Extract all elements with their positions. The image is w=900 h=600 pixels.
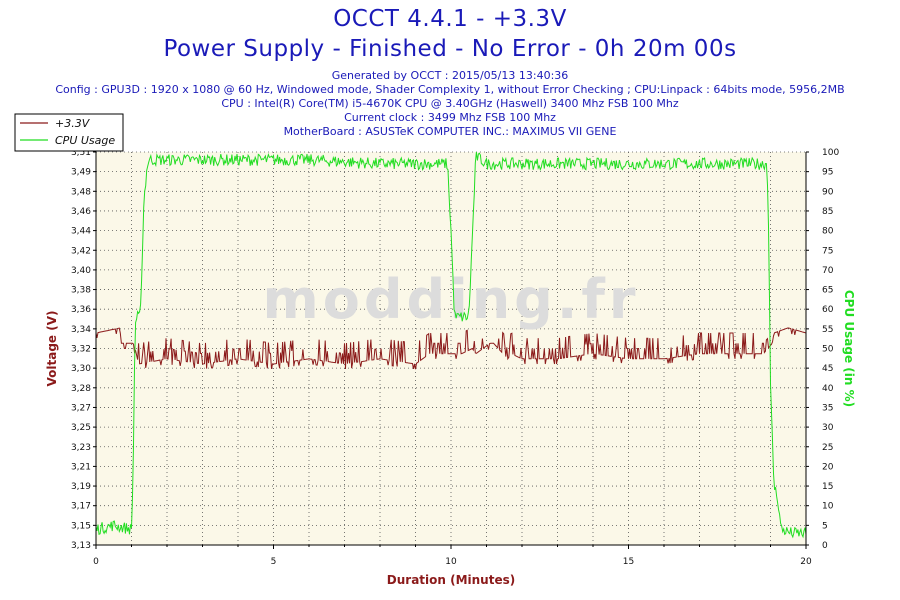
info-clock: Current clock : 3499 Mhz FSB 100 Mhz xyxy=(344,111,556,124)
legend-box xyxy=(14,113,124,152)
y-left-tick-label: 3,21 xyxy=(71,462,91,472)
legend: +3.3V CPU Usage xyxy=(14,113,124,152)
y-left-tick-label: 3,51 xyxy=(71,148,91,158)
y-left-tick-label: 3,13 xyxy=(71,541,91,551)
y-left-tick-label: 3,23 xyxy=(71,443,91,453)
y-right-tick-label: 90 xyxy=(822,187,834,197)
x-axis-title: Duration (Minutes) xyxy=(387,573,515,587)
y-right-tick-label: 10 xyxy=(822,502,834,512)
y-left-tick-label: 3,19 xyxy=(71,482,91,492)
info-generated: Generated by OCCT : 2015/05/13 13:40:36 xyxy=(331,69,569,82)
y-left-tick-label: 3,44 xyxy=(71,227,91,237)
x-tick-label: 0 xyxy=(93,557,99,567)
y-right-tick-label: 45 xyxy=(822,364,833,374)
y-right-tick-label: 5 xyxy=(822,521,828,531)
y-right-tick-label: 25 xyxy=(822,443,833,453)
x-tick-label: 20 xyxy=(800,557,812,567)
y-left-tick-label: 3,36 xyxy=(71,305,91,315)
y-left-tick-label: 3,32 xyxy=(71,345,91,355)
y-right-tick-label: 15 xyxy=(822,482,833,492)
y-right-tick-label: 85 xyxy=(822,207,833,217)
axes xyxy=(93,151,809,549)
x-tick-label: 15 xyxy=(623,557,634,567)
y-left-tick-label: 3,34 xyxy=(71,325,91,335)
y-left-tick-label: 3,49 xyxy=(71,168,91,178)
x-tick-label: 5 xyxy=(271,557,277,567)
series-voltage-line xyxy=(95,327,807,370)
y-right-tick-label: 100 xyxy=(822,148,839,158)
y-right-tick-label: 75 xyxy=(822,246,833,256)
info-motherboard: MotherBoard : ASUSTeK COMPUTER INC.: MAX… xyxy=(283,125,617,138)
y-axis-left-title: Voltage (V) xyxy=(45,311,59,387)
series-layer xyxy=(95,151,807,539)
legend-label-cpu: CPU Usage xyxy=(55,134,115,147)
y-left-tick-label: 3,48 xyxy=(71,187,91,197)
series-cpu-line xyxy=(95,151,807,539)
y-left-tick-label: 3,38 xyxy=(71,286,91,296)
tick-labels: 3,13 3,15 3,17 3,19 3,21 3,23 3,25 3,27 3,28 3,30… xyxy=(71,148,839,567)
y-left-tick-label: 3,17 xyxy=(71,502,91,512)
info-cpu: CPU : Intel(R) Core(TM) i5-4670K CPU @ 3… xyxy=(221,97,679,110)
y-right-tick-label: 20 xyxy=(822,462,834,472)
y-right-tick-label: 50 xyxy=(822,345,834,355)
y-left-tick-label: 3,25 xyxy=(71,423,91,433)
y-left-tick-label: 3,27 xyxy=(71,403,91,413)
y-right-tick-label: 35 xyxy=(822,403,833,413)
watermark-text: modding.fr xyxy=(263,268,640,331)
y-left-tick-label: 3,42 xyxy=(71,246,91,256)
y-right-tick-label: 65 xyxy=(822,286,833,296)
y-right-tick-label: 40 xyxy=(822,384,834,394)
y-left-tick-label: 3,30 xyxy=(71,364,91,374)
y-right-tick-label: 55 xyxy=(822,325,833,335)
y-right-tick-label: 30 xyxy=(822,423,834,433)
y-left-tick-label: 3,46 xyxy=(71,207,91,217)
y-right-tick-label: 70 xyxy=(822,266,834,276)
y-left-tick-label: 3,15 xyxy=(71,521,91,531)
chart-subtitle: Power Supply - Finished - No Error - 0h … xyxy=(163,36,737,62)
y-axis-right-title: CPU Usage (in %) xyxy=(842,290,856,407)
x-tick-label: 10 xyxy=(445,557,457,567)
info-config: Config : GPU3D : 1920 x 1080 @ 60 Hz, Wi… xyxy=(55,83,845,96)
legend-label-voltage: +3.3V xyxy=(55,117,91,130)
chart-title: OCCT 4.4.1 - +3.3V xyxy=(333,6,567,32)
y-right-tick-label: 60 xyxy=(822,305,834,315)
y-right-tick-label: 95 xyxy=(822,168,833,178)
y-right-tick-label: 0 xyxy=(822,541,828,551)
y-left-tick-label: 3,28 xyxy=(71,384,91,394)
y-left-tick-label: 3,40 xyxy=(71,266,91,276)
y-right-tick-label: 80 xyxy=(822,227,834,237)
